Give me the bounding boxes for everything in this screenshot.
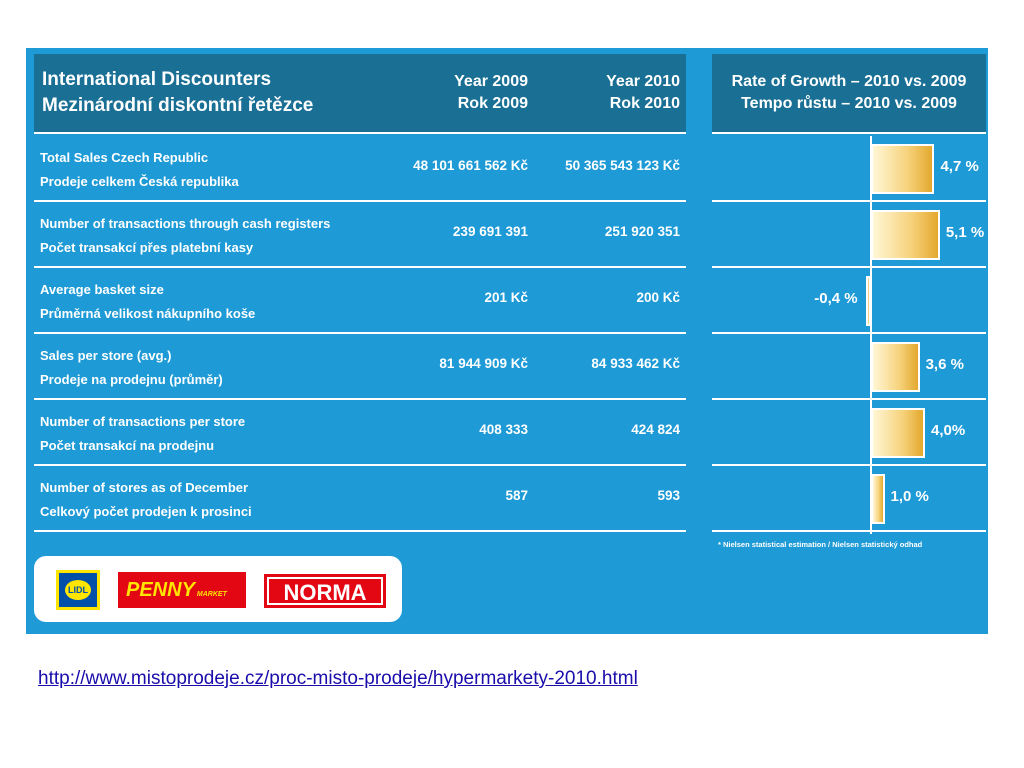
row-label-en: Number of stores as of December (40, 480, 249, 495)
row-label-cz: Počet transakcí na prodejnu (40, 438, 215, 453)
growth-bar (871, 408, 925, 458)
table-row: Number of transactions per store Počet tr… (34, 400, 686, 466)
growth-title-cz: Tempo růstu – 2010 vs. 2009 (741, 95, 957, 112)
row-label-en: Number of transactions per store (40, 414, 246, 429)
table-row: Total Sales Czech Republic Prodeje celkem… (34, 136, 686, 202)
source-link[interactable]: http://www.mistoprodeje.cz/proc-misto-pr… (38, 668, 638, 689)
row-label: Average basket size Průměrná velikost nák… (40, 278, 255, 326)
table-row: Number of stores as of December Celkový p… (34, 466, 686, 532)
norma-logo: NORMA (264, 574, 386, 608)
year-2009-cz: Rok 2009 (457, 95, 528, 112)
row-label: Number of stores as of December Celkový p… (40, 476, 252, 524)
value-2009: 201 Kč (484, 290, 528, 305)
discounters-panel: International Discounters Mezinárodní di… (26, 48, 988, 634)
growth-title: Rate of Growth – 2010 vs. 2009 Tempo růs… (712, 71, 986, 115)
penny-logo: PENNY MARKET (118, 572, 246, 608)
growth-bar (871, 144, 935, 194)
value-2010: 200 Kč (636, 290, 680, 305)
table-header: International Discounters Mezinárodní di… (34, 54, 686, 134)
row-label: Number of transactions per store Počet tr… (40, 410, 245, 458)
row-label: Total Sales Czech Republic Prodeje celkem… (40, 146, 239, 194)
row-label-en: Number of transactions through cash regi… (40, 216, 331, 231)
growth-row: 4,7 % (712, 136, 986, 202)
growth-row: 4,0% (712, 400, 986, 466)
title-en: International Discounters (42, 69, 272, 90)
lidl-logo-text: LIDL (65, 580, 91, 600)
zero-axis (870, 136, 872, 534)
growth-label: -0,4 % (814, 290, 858, 307)
row-label: Number of transactions through cash regi… (40, 212, 330, 260)
table-row: Sales per store (avg.) Prodeje na prodejn… (34, 334, 686, 400)
penny-logo-text: PENNY (126, 579, 195, 601)
growth-row: 1,0 % (712, 466, 986, 532)
title-cz: Mezinárodní diskontní řetězce (42, 95, 314, 116)
value-2009: 408 333 (479, 422, 528, 437)
table-title: International Discounters Mezinárodní di… (42, 67, 313, 119)
value-2009: 48 101 661 562 Kč (413, 158, 528, 173)
table-row: Average basket size Průměrná velikost nák… (34, 268, 686, 334)
value-2010: 50 365 543 123 Kč (565, 158, 680, 173)
value-2010: 251 920 351 (604, 224, 680, 239)
growth-row: -0,4 % (712, 268, 986, 334)
value-2010: 424 824 (631, 422, 680, 437)
lidl-logo: LIDL (56, 570, 100, 610)
row-label-cz: Prodeje na prodejnu (průměr) (40, 372, 223, 387)
row-label-cz: Prodeje celkem Česká republika (40, 174, 239, 189)
value-2009: 587 (505, 488, 528, 503)
growth-row: 5,1 % (712, 202, 986, 268)
growth-header: Rate of Growth – 2010 vs. 2009 Tempo růs… (712, 54, 986, 134)
growth-label: 4,7 % (940, 158, 979, 175)
growth-label: 3,6 % (925, 356, 964, 373)
value-2009: 81 944 909 Kč (439, 356, 528, 371)
growth-bar (871, 474, 885, 524)
row-label: Sales per store (avg.) Prodeje na prodejn… (40, 344, 223, 392)
value-2010: 593 (657, 488, 680, 503)
row-label-cz: Průměrná velikost nákupního koše (40, 306, 256, 321)
row-label-cz: Počet transakcí přes platební kasy (40, 240, 254, 255)
penny-logo-sub: MARKET (196, 591, 227, 598)
year-2009-en: Year 2009 (454, 73, 528, 90)
value-2009: 239 691 391 (452, 224, 528, 239)
table-row: Number of transactions through cash regi… (34, 202, 686, 268)
growth-bar (871, 342, 920, 392)
growth-label: 1,0 % (890, 488, 929, 505)
row-label-cz: Celkový počet prodejen k prosinci (40, 504, 252, 519)
growth-bar (871, 210, 940, 260)
row-label-en: Sales per store (avg.) (40, 348, 172, 363)
year-2010-cz: Rok 2010 (609, 95, 680, 112)
row-label-en: Average basket size (40, 282, 164, 297)
growth-label: 4,0% (931, 422, 966, 439)
year-2010-header: Year 2010 Rok 2010 (554, 71, 680, 115)
growth-bar (865, 276, 871, 326)
year-2009-header: Year 2009 Rok 2009 (414, 71, 528, 115)
row-label-en: Total Sales Czech Republic (40, 150, 209, 165)
retailer-logos: LIDL PENNY MARKET NORMA (34, 556, 402, 622)
value-2010: 84 933 462 Kč (591, 356, 680, 371)
growth-row: 3,6 % (712, 334, 986, 400)
source-note: * Nielsen statistical estimation / Niels… (718, 540, 923, 549)
year-2010-en: Year 2010 (606, 73, 680, 90)
growth-label: 5,1 % (945, 224, 985, 241)
growth-title-en: Rate of Growth – 2010 vs. 2009 (731, 73, 967, 90)
